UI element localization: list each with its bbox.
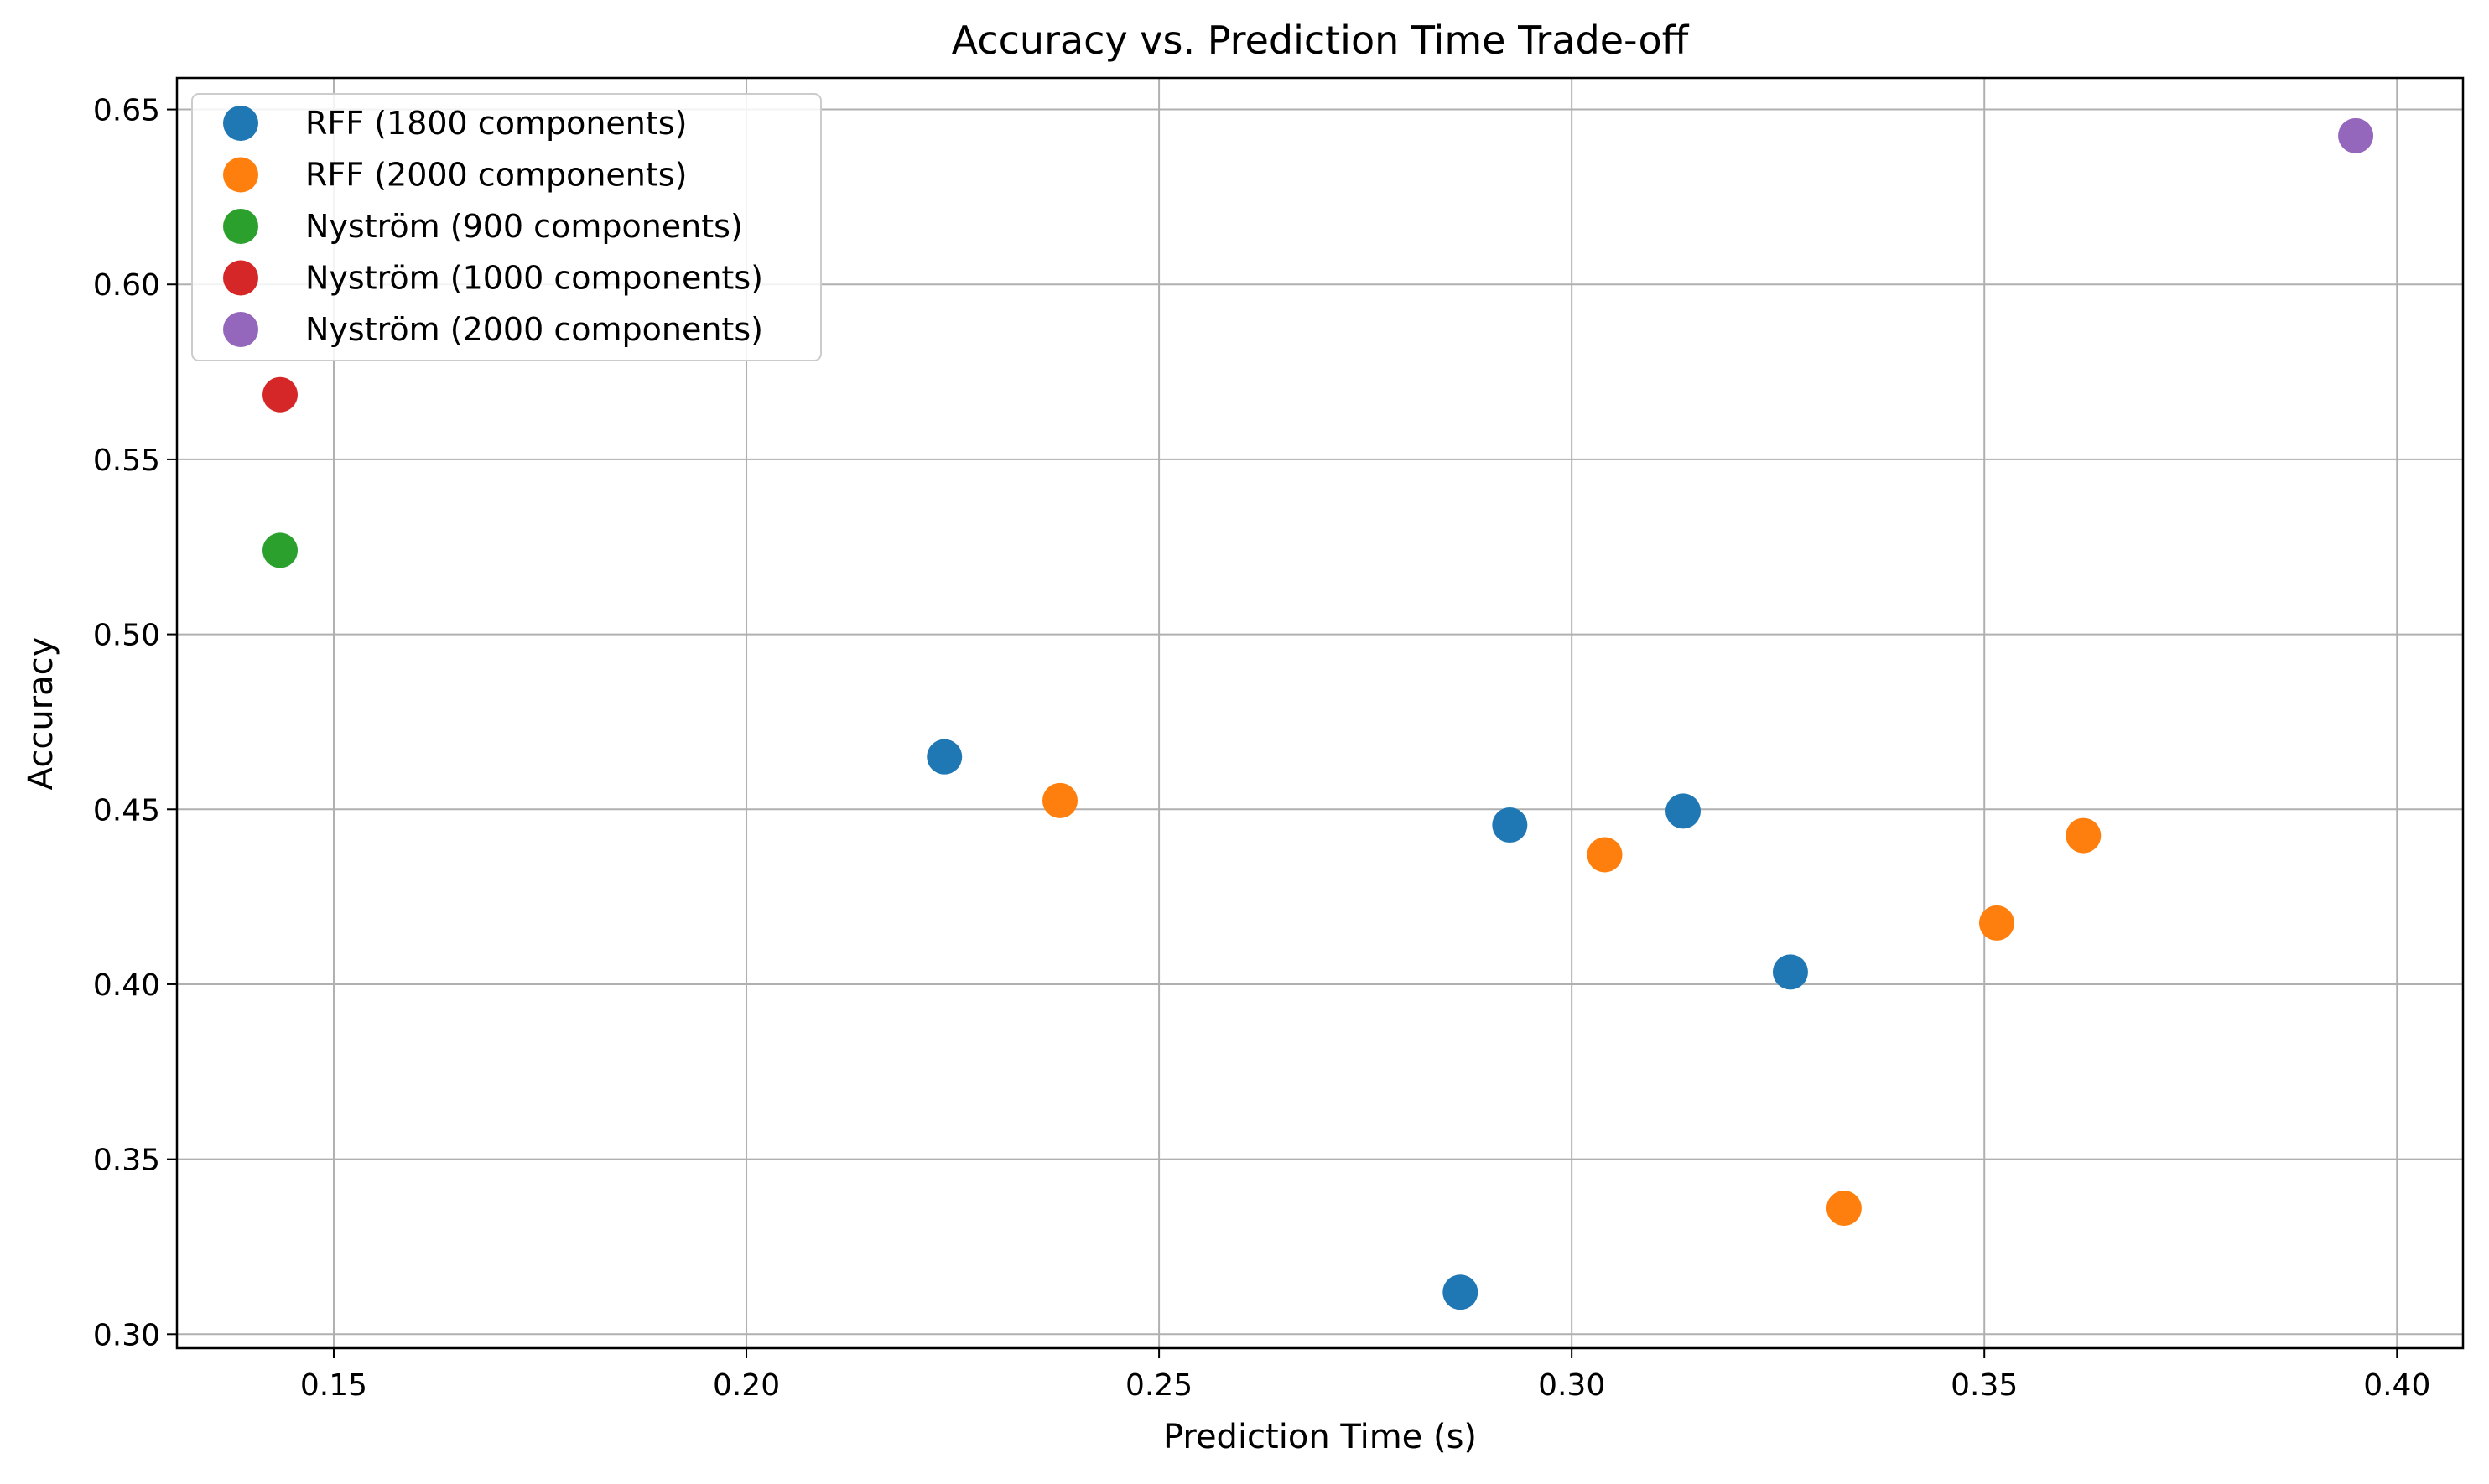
legend-label: Nyström (2000 components)	[305, 311, 763, 348]
data-point	[2338, 117, 2374, 153]
legend-box	[191, 93, 822, 361]
data-point	[927, 739, 963, 775]
legend-label: Nyström (1000 components)	[305, 260, 763, 297]
y-axis-label: Accuracy	[22, 637, 60, 791]
x-tick-label: 0.25	[1125, 1368, 1193, 1403]
legend-marker	[223, 157, 258, 193]
legend-marker	[223, 209, 258, 244]
data-point	[1978, 905, 2014, 941]
legend-marker	[223, 260, 258, 296]
y-tick-label: 0.65	[93, 94, 160, 128]
data-point	[1042, 782, 1078, 818]
data-point	[1665, 793, 1702, 829]
legend-label: Nyström (900 components)	[305, 208, 743, 245]
y-axis-ticks: 0.30 0.35 0.40 0.45 0.50 0.55 0.60 0.65	[93, 94, 177, 1352]
x-tick-label: 0.15	[300, 1368, 367, 1403]
x-tick-label: 0.20	[713, 1368, 780, 1403]
data-point	[1587, 837, 1623, 873]
chart-title: Accuracy vs. Prediction Time Trade-off	[952, 18, 1690, 63]
data-point	[1492, 807, 1528, 843]
plot-area-frame	[175, 76, 2465, 1350]
data-point	[262, 376, 299, 413]
x-axis-label: Prediction Time (s)	[1163, 1418, 1477, 1456]
legend: RFF (1800 components) RFF (2000 component…	[191, 93, 822, 361]
grid-lines	[177, 78, 2463, 1348]
y-tick-label: 0.40	[93, 968, 160, 1003]
data-point	[1772, 954, 1808, 990]
y-tick-label: 0.60	[93, 268, 160, 303]
data-point	[1826, 1191, 1862, 1227]
y-tick-label: 0.35	[93, 1144, 160, 1178]
data-point	[262, 532, 299, 568]
y-tick-label: 0.55	[93, 444, 160, 478]
x-tick-label: 0.40	[2363, 1368, 2430, 1403]
y-tick-label: 0.50	[93, 619, 160, 653]
x-axis-ticks: 0.15 0.20 0.25 0.30 0.35 0.40	[300, 1348, 2430, 1403]
x-tick-label: 0.35	[1951, 1368, 2018, 1403]
legend-marker	[223, 312, 258, 347]
data-point	[2066, 817, 2102, 854]
legend-entries: RFF (1800 components) RFF (2000 component…	[223, 105, 763, 348]
y-tick-label: 0.45	[93, 793, 160, 828]
legend-marker	[223, 106, 258, 141]
data-point	[1442, 1274, 1478, 1310]
legend-label: RFF (1800 components)	[305, 105, 687, 142]
data-points	[262, 117, 2374, 1310]
x-tick-label: 0.30	[1538, 1368, 1605, 1403]
legend-label: RFF (2000 components)	[305, 157, 687, 194]
y-tick-label: 0.30	[93, 1318, 160, 1352]
